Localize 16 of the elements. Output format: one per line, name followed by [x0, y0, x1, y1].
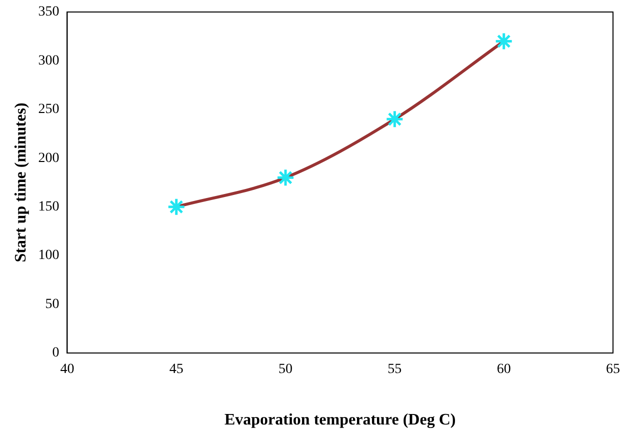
y-tick-label: 100: [38, 248, 60, 264]
y-tick-label: 150: [38, 200, 60, 215]
y-tick-label: 50: [45, 296, 60, 312]
x-axis-title: Evaporation temperature (Deg C): [224, 412, 456, 429]
y-axis-title: Start up time (minutes): [12, 102, 30, 262]
y-tick-label: 250: [38, 102, 60, 118]
y-tick-label: 200: [38, 150, 60, 166]
x-tick-label: 40: [60, 362, 74, 378]
x-tick-label: 50: [278, 362, 293, 378]
x-tick-label: 65: [606, 362, 620, 378]
y-tick-label: 350: [38, 4, 60, 20]
x-tick-label: 60: [496, 362, 511, 378]
x-tick-label: 55: [388, 362, 402, 378]
x-tick-label: 45: [169, 362, 184, 378]
y-tick-label: 300: [38, 53, 60, 68]
y-tick-label: 0: [52, 346, 60, 361]
